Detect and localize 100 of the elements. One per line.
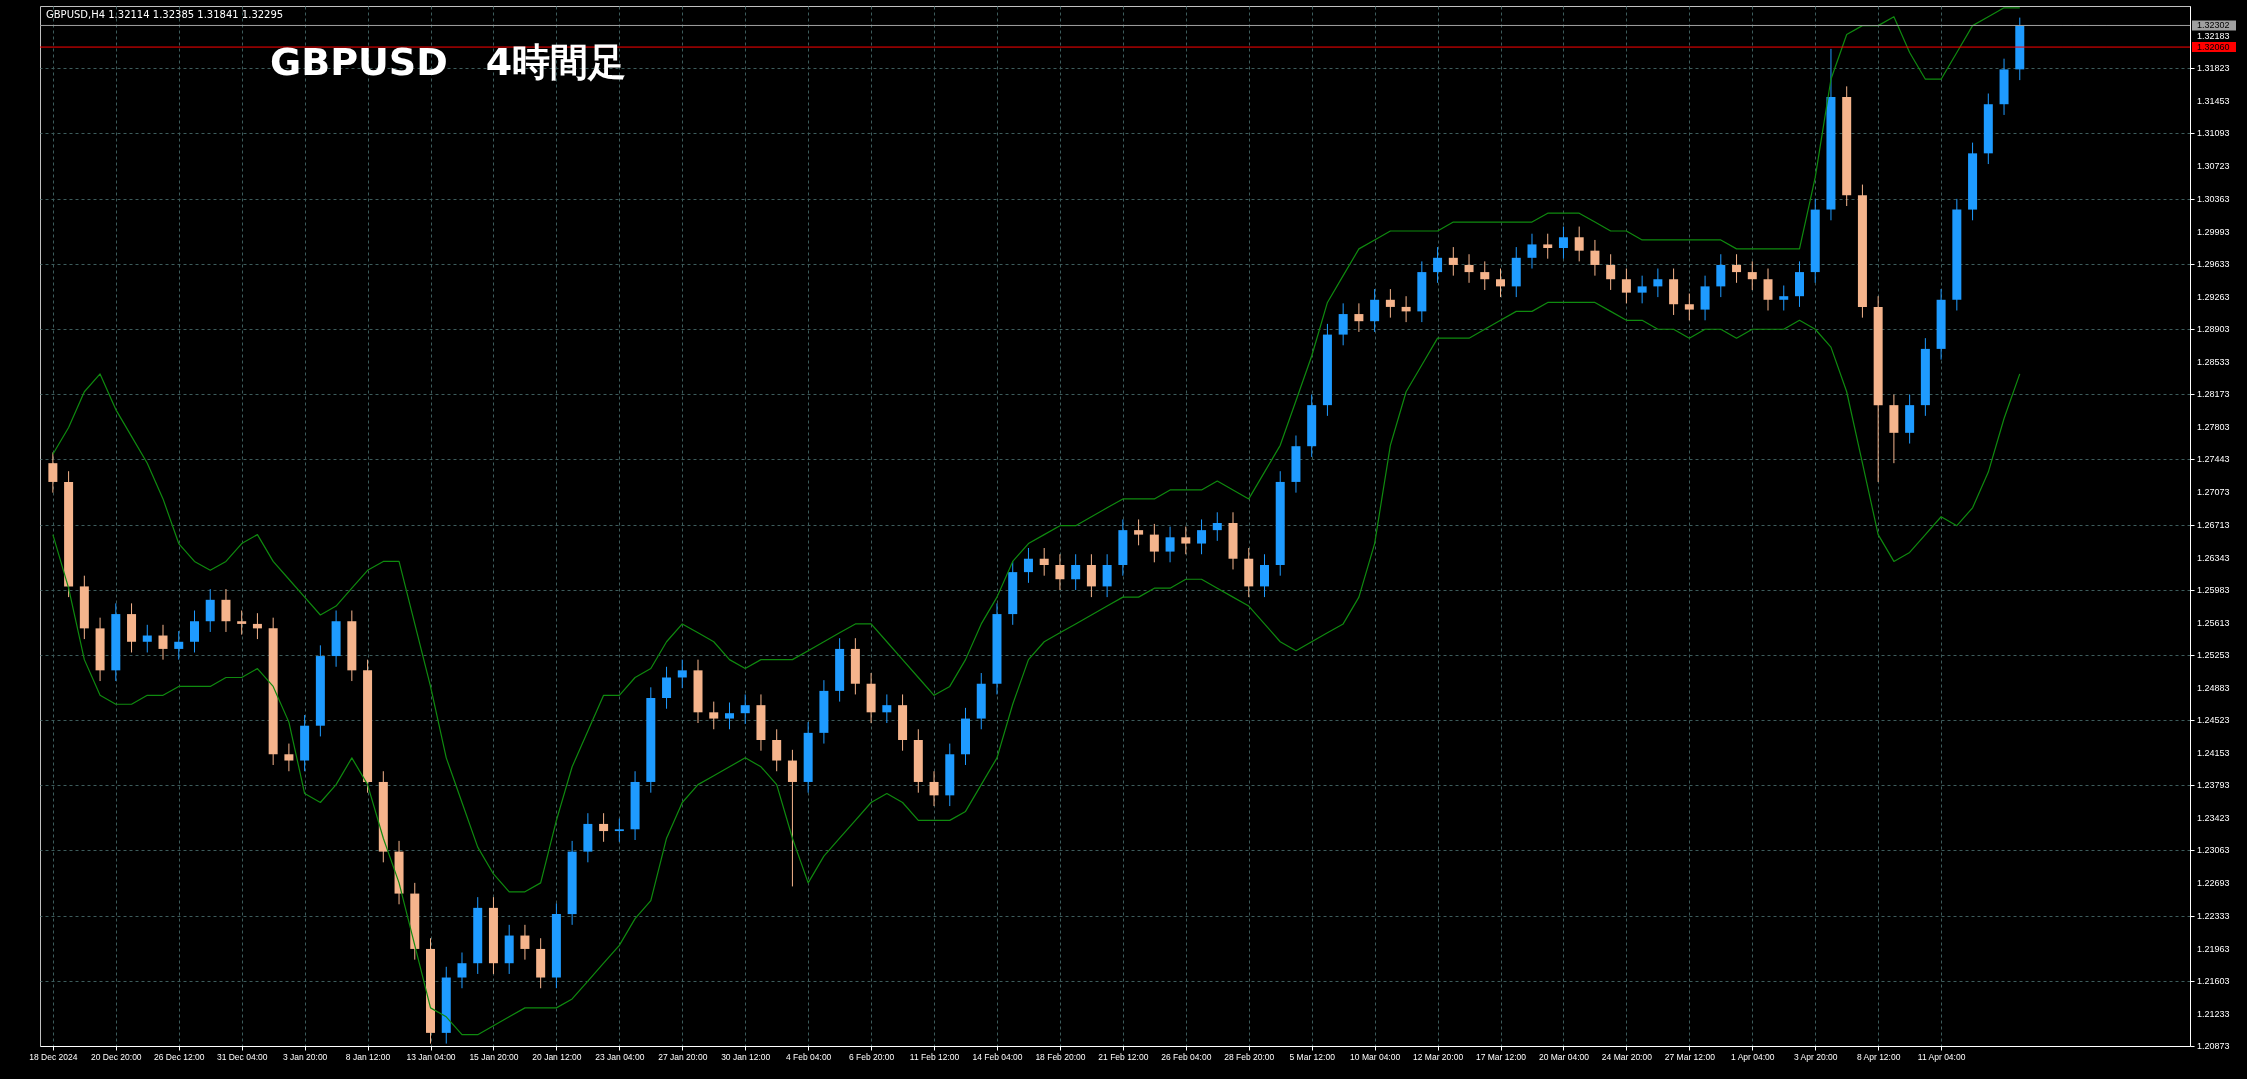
candlestick	[1433, 246, 1443, 284]
candlestick	[599, 812, 609, 843]
candlestick	[1558, 226, 1568, 260]
x-tick-label: 17 Mar 12:00	[1475, 1051, 1527, 1062]
candlestick	[1197, 518, 1207, 555]
candlestick	[1149, 523, 1159, 563]
ref-line-label: 1.32302	[2197, 20, 2230, 31]
line-series	[52, 301, 2021, 1036]
candlestick	[221, 588, 231, 633]
candlestick	[709, 701, 719, 730]
y-tick-label: 1.28533	[2197, 357, 2230, 368]
y-tick-label: 1.30363	[2197, 193, 2230, 204]
candlestick	[1543, 233, 1553, 260]
candlestick	[1071, 553, 1081, 591]
y-tick-label: 1.30723	[2197, 161, 2230, 172]
candlestick	[1370, 288, 1380, 333]
x-tick-label: 24 Mar 20:00	[1601, 1051, 1653, 1062]
candlestick	[158, 624, 168, 661]
candlestick	[174, 630, 184, 661]
candlestick	[1763, 268, 1773, 311]
candlestick	[1653, 268, 1663, 298]
candlestick	[1086, 553, 1096, 598]
y-tick-label: 1.23793	[2197, 780, 2230, 791]
y-tick-label: 1.21963	[2197, 943, 2230, 954]
candlestick	[1102, 553, 1112, 598]
candlestick	[520, 924, 530, 961]
x-tick-label: 8 Apr 12:00	[1856, 1051, 1901, 1062]
x-tick-label: 28 Feb 20:00	[1224, 1051, 1275, 1062]
candlestick	[1684, 293, 1694, 321]
y-tick-label: 1.24883	[2197, 682, 2230, 693]
candlestick	[142, 624, 152, 653]
x-tick-label: 1 Apr 04:00	[1731, 1051, 1775, 1062]
candlestick	[1039, 547, 1049, 577]
y-tick-label: 1.28173	[2197, 389, 2230, 400]
candlestick	[740, 693, 750, 725]
candlestick	[237, 610, 247, 636]
y-tick-label: 1.28903	[2197, 323, 2230, 334]
x-tick-label: 3 Jan 20:00	[282, 1051, 328, 1062]
candlestick	[614, 818, 624, 843]
x-tick-label: 18 Dec 2024	[29, 1051, 78, 1062]
y-tick-label: 1.23063	[2197, 845, 2230, 856]
y-tick-label: 1.26713	[2197, 519, 2230, 530]
candlestick	[1732, 253, 1742, 284]
candlestick	[284, 743, 294, 772]
x-tick-label: 8 Jan 12:00	[345, 1051, 391, 1062]
annotation: GBPUSD,H4 1.32114 1.32385 1.31841 1.32295	[46, 9, 284, 20]
candlestick	[1055, 553, 1065, 591]
x-tick-label: 26 Feb 04:00	[1161, 1051, 1212, 1062]
candlestick	[1637, 275, 1647, 304]
candlestick	[1621, 268, 1631, 304]
x-tick-label: 6 Feb 20:00	[848, 1051, 895, 1062]
x-tick-label: 27 Jan 20:00	[658, 1051, 708, 1062]
y-tick-label: 1.31823	[2197, 63, 2230, 74]
candlestick	[189, 610, 199, 653]
candlestick	[1338, 302, 1348, 346]
candlestick	[1023, 547, 1033, 584]
x-tick-label: 20 Dec 20:00	[91, 1051, 142, 1062]
candlestick	[1181, 526, 1191, 555]
candlestick	[1401, 295, 1411, 323]
candlestick	[1779, 284, 1789, 311]
candlestick	[1448, 246, 1458, 277]
candlestick	[1464, 253, 1474, 284]
y-tick-label: 1.27803	[2197, 422, 2230, 433]
candlestick	[772, 728, 782, 772]
y-tick-label: 1.25983	[2197, 584, 2230, 595]
y-tick-label: 1.22693	[2197, 878, 2230, 889]
x-tick-label: 23 Jan 04:00	[595, 1051, 645, 1062]
y-tick-label: 1.29263	[2197, 291, 2230, 302]
x-tick-label: 21 Feb 12:00	[1098, 1051, 1149, 1062]
x-tick-label: 30 Jan 12:00	[721, 1051, 771, 1062]
candlestick	[1134, 518, 1144, 546]
x-tick-label: 26 Dec 12:00	[153, 1051, 205, 1062]
candlestick	[48, 451, 58, 494]
text: GBPUSD 4時間足	[270, 40, 627, 84]
y-tick-label: 1.29633	[2197, 258, 2230, 269]
y-tick-label: 1.31093	[2197, 128, 2230, 139]
candlestick	[1747, 260, 1757, 291]
x-tick-label: 11 Apr 04:00	[1917, 1051, 1966, 1062]
ref-line-label: 1.32060	[2197, 42, 2230, 53]
x-tick-label: 5 Mar 12:00	[1289, 1051, 1336, 1062]
x-tick-label: 20 Mar 04:00	[1538, 1051, 1590, 1062]
x-tick-label: 31 Dec 04:00	[216, 1051, 268, 1062]
candlestick	[662, 666, 672, 710]
x-tick-label: 3 Apr 20:00	[1793, 1051, 1838, 1062]
candlestick	[1590, 239, 1600, 277]
y-tick-label: 1.24153	[2197, 748, 2230, 759]
x-tick-label: 11 Feb 12:00	[909, 1051, 960, 1062]
candlestick	[677, 659, 687, 689]
y-tick-label: 1.24523	[2197, 715, 2230, 726]
y-tick-label: 1.20873	[2197, 1041, 2230, 1051]
y-tick-label: 1.29993	[2197, 226, 2230, 237]
x-tick-label: 10 Mar 04:00	[1350, 1051, 1401, 1062]
candlestick	[1606, 253, 1616, 291]
candlestick	[1716, 253, 1726, 298]
y-tick-label: 1.21233	[2197, 1008, 2230, 1019]
y-tick-label: 1.26343	[2197, 552, 2230, 563]
candlestick	[882, 693, 892, 724]
candlestick	[1574, 226, 1584, 262]
x-tick-label: 15 Jan 20:00	[469, 1051, 519, 1062]
candlestick	[724, 701, 734, 730]
